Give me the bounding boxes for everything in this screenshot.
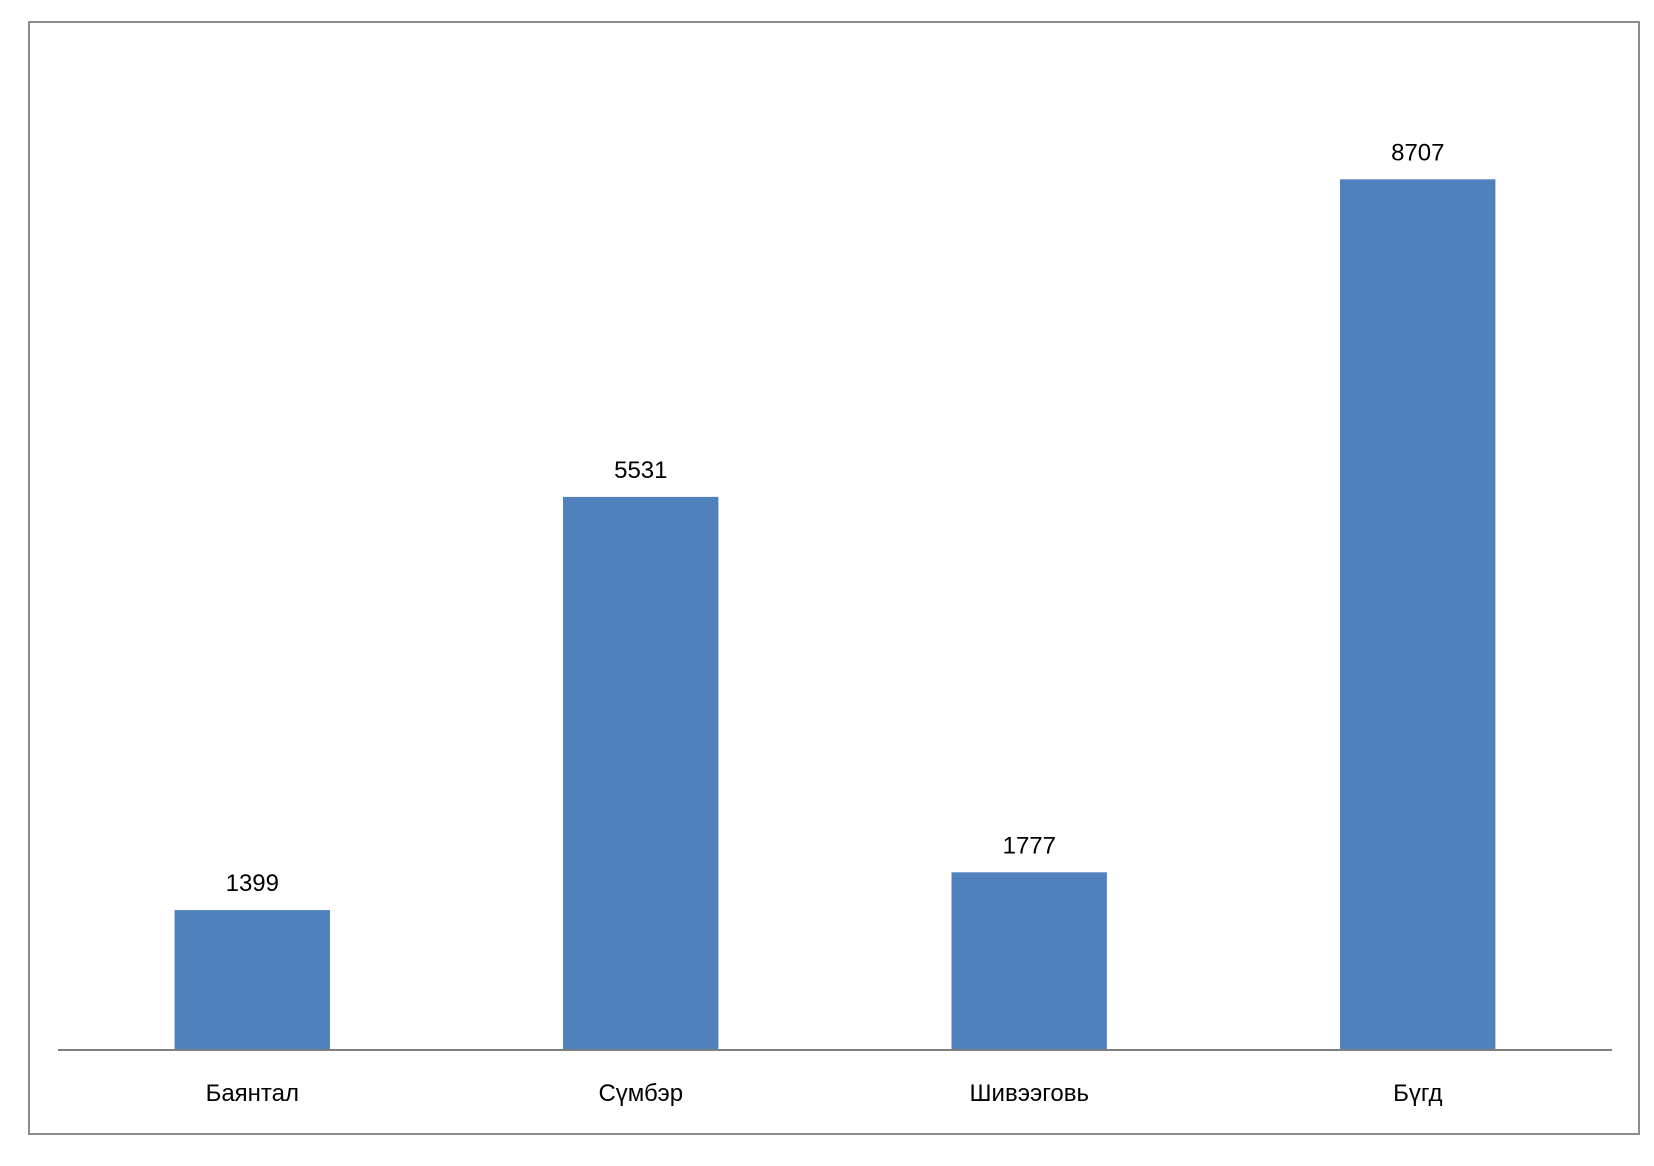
x-tick-label-0: Баянтал [206,1080,299,1107]
bar-3 [1340,179,1496,1051]
bar-value-label-1: 5531 [614,457,667,484]
x-tick-labels-layer: Баянтал Сүмбэр Шивээговь Бүгд [206,1080,1443,1107]
bar-value-label-2: 1777 [1003,832,1056,859]
bar-0 [174,910,330,1050]
x-tick-label-3: Бүгд [1393,1080,1442,1107]
x-tick-label-2: Шивээговь [970,1080,1089,1107]
bar-value-label-3: 8707 [1391,139,1444,166]
bar-value-label-0: 1399 [226,870,279,897]
x-tick-label-1: Сүмбэр [598,1080,683,1107]
data-labels-layer: 1399 5531 1777 8707 [226,139,1445,897]
bar-1 [563,496,719,1050]
bars-layer [174,179,1496,1051]
bar-2 [951,872,1107,1050]
